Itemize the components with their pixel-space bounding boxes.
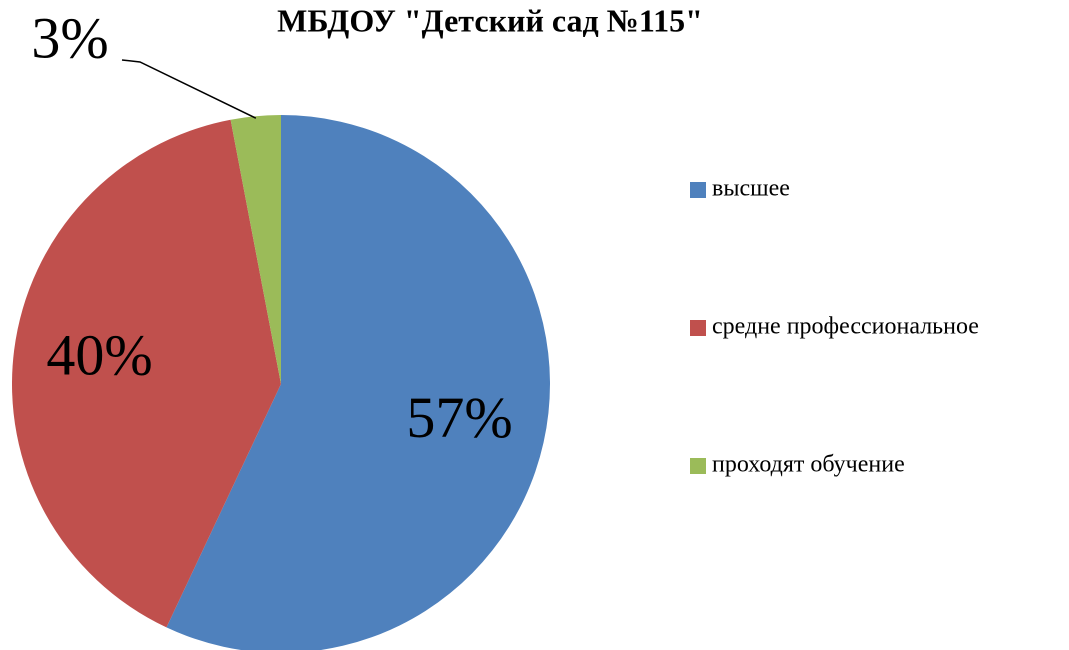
- data-label: 3%: [31, 5, 108, 70]
- legend-swatch: [690, 458, 706, 474]
- leader-line: [121, 59, 257, 119]
- data-label: 40%: [46, 322, 152, 387]
- legend-swatch: [690, 320, 706, 336]
- pie-slice: [230, 115, 281, 384]
- legend-label: средне профессиональное: [712, 314, 979, 340]
- legend-swatch: [690, 182, 706, 198]
- pie-slice: [166, 115, 550, 650]
- legend-label: проходят обучение: [712, 452, 905, 478]
- chart-title: МБДОУ "Детский сад №115": [277, 2, 703, 38]
- data-label: 57%: [406, 385, 512, 450]
- pie-slice: [11, 119, 282, 628]
- legend-label: высшее: [712, 176, 790, 202]
